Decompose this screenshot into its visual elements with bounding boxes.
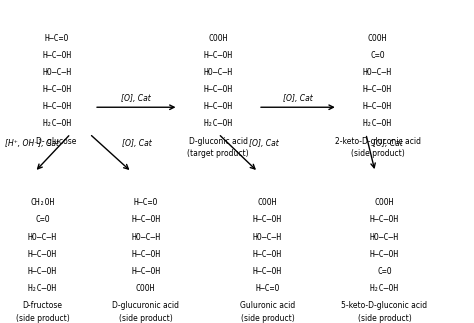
Text: H—C—OH: H—C—OH: [363, 85, 392, 94]
Text: D-glucuronic acid: D-glucuronic acid: [112, 301, 179, 310]
Text: COOH: COOH: [368, 34, 387, 43]
Text: H—C—OH: H—C—OH: [131, 250, 160, 259]
Text: H—C=O: H—C=O: [134, 198, 158, 207]
Text: H—C—OH: H—C—OH: [42, 85, 71, 94]
Text: [O], Cat: [O], Cat: [283, 94, 313, 103]
Text: [O], Cat: [O], Cat: [373, 140, 402, 149]
Text: HO—C—H: HO—C—H: [28, 233, 57, 242]
Text: H—C—OH: H—C—OH: [131, 215, 160, 224]
Text: (side product): (side product): [16, 314, 70, 323]
Text: [O], Cat: [O], Cat: [122, 140, 152, 149]
Text: [H⁺, OH⁻], Cat: [H⁺, OH⁻], Cat: [5, 140, 59, 149]
Text: H₂C—OH: H₂C—OH: [28, 284, 57, 293]
Text: D-gluconic acid: D-gluconic acid: [189, 137, 248, 146]
Text: 5-keto-D-gluconic acid: 5-keto-D-gluconic acid: [341, 301, 428, 310]
Text: H₂C—OH: H₂C—OH: [363, 119, 392, 128]
Text: H—C—OH: H—C—OH: [42, 51, 71, 60]
Text: H—C—OH: H—C—OH: [253, 215, 282, 224]
Text: Guluronic acid: Guluronic acid: [240, 301, 295, 310]
Text: COOH: COOH: [375, 198, 394, 207]
Text: H—C—OH: H—C—OH: [204, 102, 233, 111]
Text: [O], Cat: [O], Cat: [249, 140, 278, 149]
Text: H—C=O: H—C=O: [45, 34, 69, 43]
Text: H—C—OH: H—C—OH: [363, 102, 392, 111]
Text: HO—C—H: HO—C—H: [253, 233, 282, 242]
Text: HO—C—H: HO—C—H: [131, 233, 160, 242]
Text: H—C=O: H—C=O: [255, 284, 280, 293]
Text: H—C—OH: H—C—OH: [370, 250, 399, 259]
Text: (side product): (side product): [358, 314, 411, 323]
Text: CH₂OH: CH₂OH: [30, 198, 55, 207]
Text: COOH: COOH: [258, 198, 277, 207]
Text: H—C—OH: H—C—OH: [28, 267, 57, 276]
Text: HO—C—H: HO—C—H: [42, 68, 71, 77]
Text: D-fructose: D-fructose: [23, 301, 63, 310]
Text: D- glucose: D- glucose: [36, 137, 77, 146]
Text: H—C—OH: H—C—OH: [204, 85, 233, 94]
Text: H—C—OH: H—C—OH: [253, 267, 282, 276]
Text: HO—C—H: HO—C—H: [363, 68, 392, 77]
Text: H—C—OH: H—C—OH: [204, 51, 233, 60]
Text: C=O: C=O: [377, 267, 392, 276]
Text: COOH: COOH: [209, 34, 228, 43]
Text: H—C—OH: H—C—OH: [253, 250, 282, 259]
Text: H₂C—OH: H₂C—OH: [204, 119, 233, 128]
Text: HO—C—H: HO—C—H: [204, 68, 233, 77]
Text: C=O: C=O: [35, 215, 50, 224]
Text: H₂C—OH: H₂C—OH: [42, 119, 71, 128]
Text: H—C—OH: H—C—OH: [131, 267, 160, 276]
Text: (target product): (target product): [187, 149, 249, 158]
Text: H—C—OH: H—C—OH: [42, 102, 71, 111]
Text: (side product): (side product): [241, 314, 294, 323]
Text: C=O: C=O: [370, 51, 385, 60]
Text: [O], Cat: [O], Cat: [121, 94, 151, 103]
Text: H₂C—OH: H₂C—OH: [370, 284, 399, 293]
Text: H—C—OH: H—C—OH: [370, 215, 399, 224]
Text: HO—C—H: HO—C—H: [370, 233, 399, 242]
Text: (side product): (side product): [351, 149, 404, 158]
Text: (side product): (side product): [119, 314, 173, 323]
Text: 2-keto-D-gluconic acid: 2-keto-D-gluconic acid: [335, 137, 420, 146]
Text: COOH: COOH: [136, 284, 155, 293]
Text: H—C—OH: H—C—OH: [28, 250, 57, 259]
